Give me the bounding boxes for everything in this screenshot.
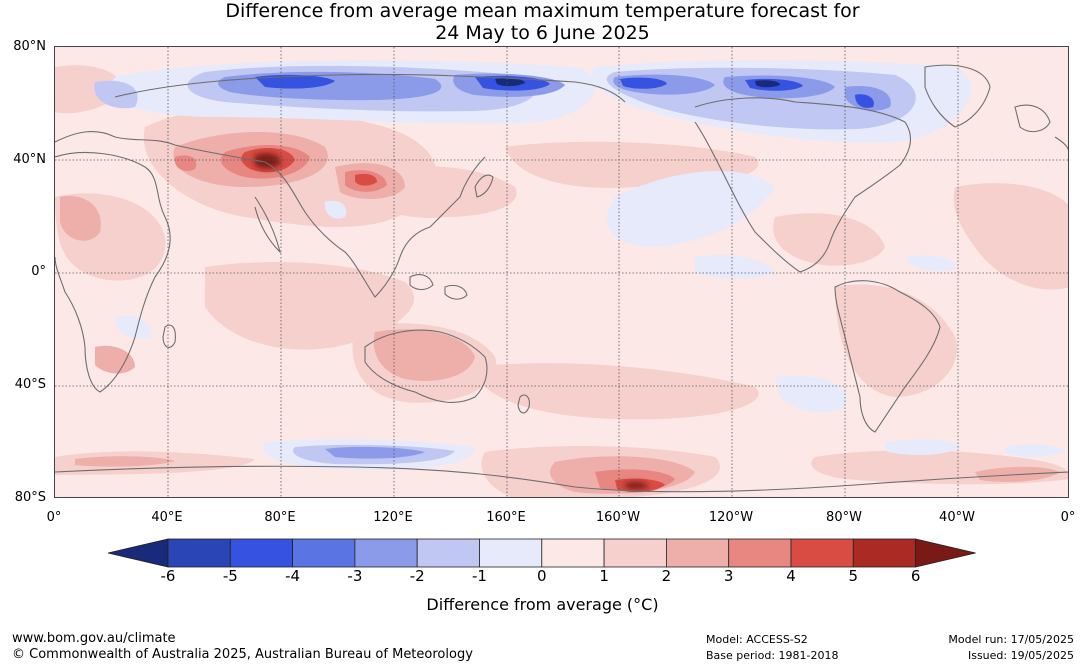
map-title-line2: 24 May to 6 June 2025 [435, 22, 650, 44]
colorbar-segment [603, 538, 667, 568]
colorbar-tick-label: 0 [537, 567, 547, 585]
colorbar-tick-label: 1 [599, 567, 609, 585]
colorbar-tick-label: -1 [472, 567, 487, 585]
lon-label-0: 0° [46, 510, 62, 525]
colorbar-segment [790, 538, 854, 568]
colorbar-tick-label: 4 [786, 567, 796, 585]
lon-label-40w: 40°W [939, 510, 975, 525]
lon-label-40e: 40°E [151, 510, 183, 525]
colorbar-tick-label: -4 [285, 567, 301, 585]
model-run-date: Model run: 17/05/2025 [948, 633, 1074, 646]
lat-label-80s: 80°S [14, 490, 46, 505]
colorbar-segment [292, 538, 356, 568]
colorbar-tick-label: -6 [160, 567, 176, 585]
colorbar-segment [167, 538, 231, 568]
lon-label-80w: 80°W [826, 510, 862, 525]
colorbar-segment [229, 538, 294, 568]
colorbar-tick-label: 2 [661, 567, 672, 585]
map-canvas [55, 47, 1068, 497]
colorbar-segment [666, 538, 730, 568]
colorbar-segment [541, 538, 605, 568]
map-title-line1: Difference from average mean maximum tem… [225, 0, 860, 22]
lat-label-40n: 40°N [13, 152, 46, 167]
lon-label-120w: 120°W [708, 510, 754, 525]
colorbar-tick-label: 3 [723, 567, 734, 585]
colorbar-extend-high [915, 538, 976, 568]
website-link[interactable]: www.bom.gov.au/climate [12, 631, 176, 646]
lat-label-40s: 40°S [14, 377, 46, 392]
lat-label-0: 0° [31, 264, 46, 279]
colorbar-segment [416, 538, 480, 568]
lon-label-120e: 120°E [373, 510, 413, 525]
colorbar-tick-label: 5 [848, 567, 859, 585]
graticule [55, 47, 1068, 497]
anomaly-positive-extreme [254, 153, 649, 490]
colorbar-tick-label: 6 [910, 567, 921, 585]
colorbar-segment [354, 538, 418, 568]
colorbar-label: Difference from average (°C) [426, 595, 659, 614]
anomaly-negative-extreme [495, 78, 780, 88]
lat-label-80n: 80°N [13, 39, 46, 54]
lon-label-160e: 160°E [486, 510, 526, 525]
colorbar-segment [852, 538, 916, 568]
issued-date: Issued: 19/05/2025 [967, 649, 1074, 662]
colorbar [108, 538, 976, 568]
colorbar-segment [479, 538, 543, 568]
base-period: Base period: 1981-2018 [706, 649, 839, 662]
lon-label-160w: 160°W [595, 510, 641, 525]
colorbar-tick-label: -3 [347, 567, 363, 585]
coastlines [55, 64, 1068, 493]
lon-label-80e: 80°E [264, 510, 296, 525]
temperature-anomaly-map [54, 46, 1069, 498]
colorbar-tick-label: -5 [222, 567, 238, 585]
copyright-text: © Commonwealth of Australia 2025, Austra… [12, 647, 473, 662]
colorbar-extend-low [108, 538, 169, 568]
colorbar-segment [728, 538, 792, 568]
lon-label-0-east: 0° [1060, 510, 1076, 525]
model-name: Model: ACCESS-S2 [706, 633, 808, 646]
colorbar-tick-label: -2 [409, 567, 425, 585]
